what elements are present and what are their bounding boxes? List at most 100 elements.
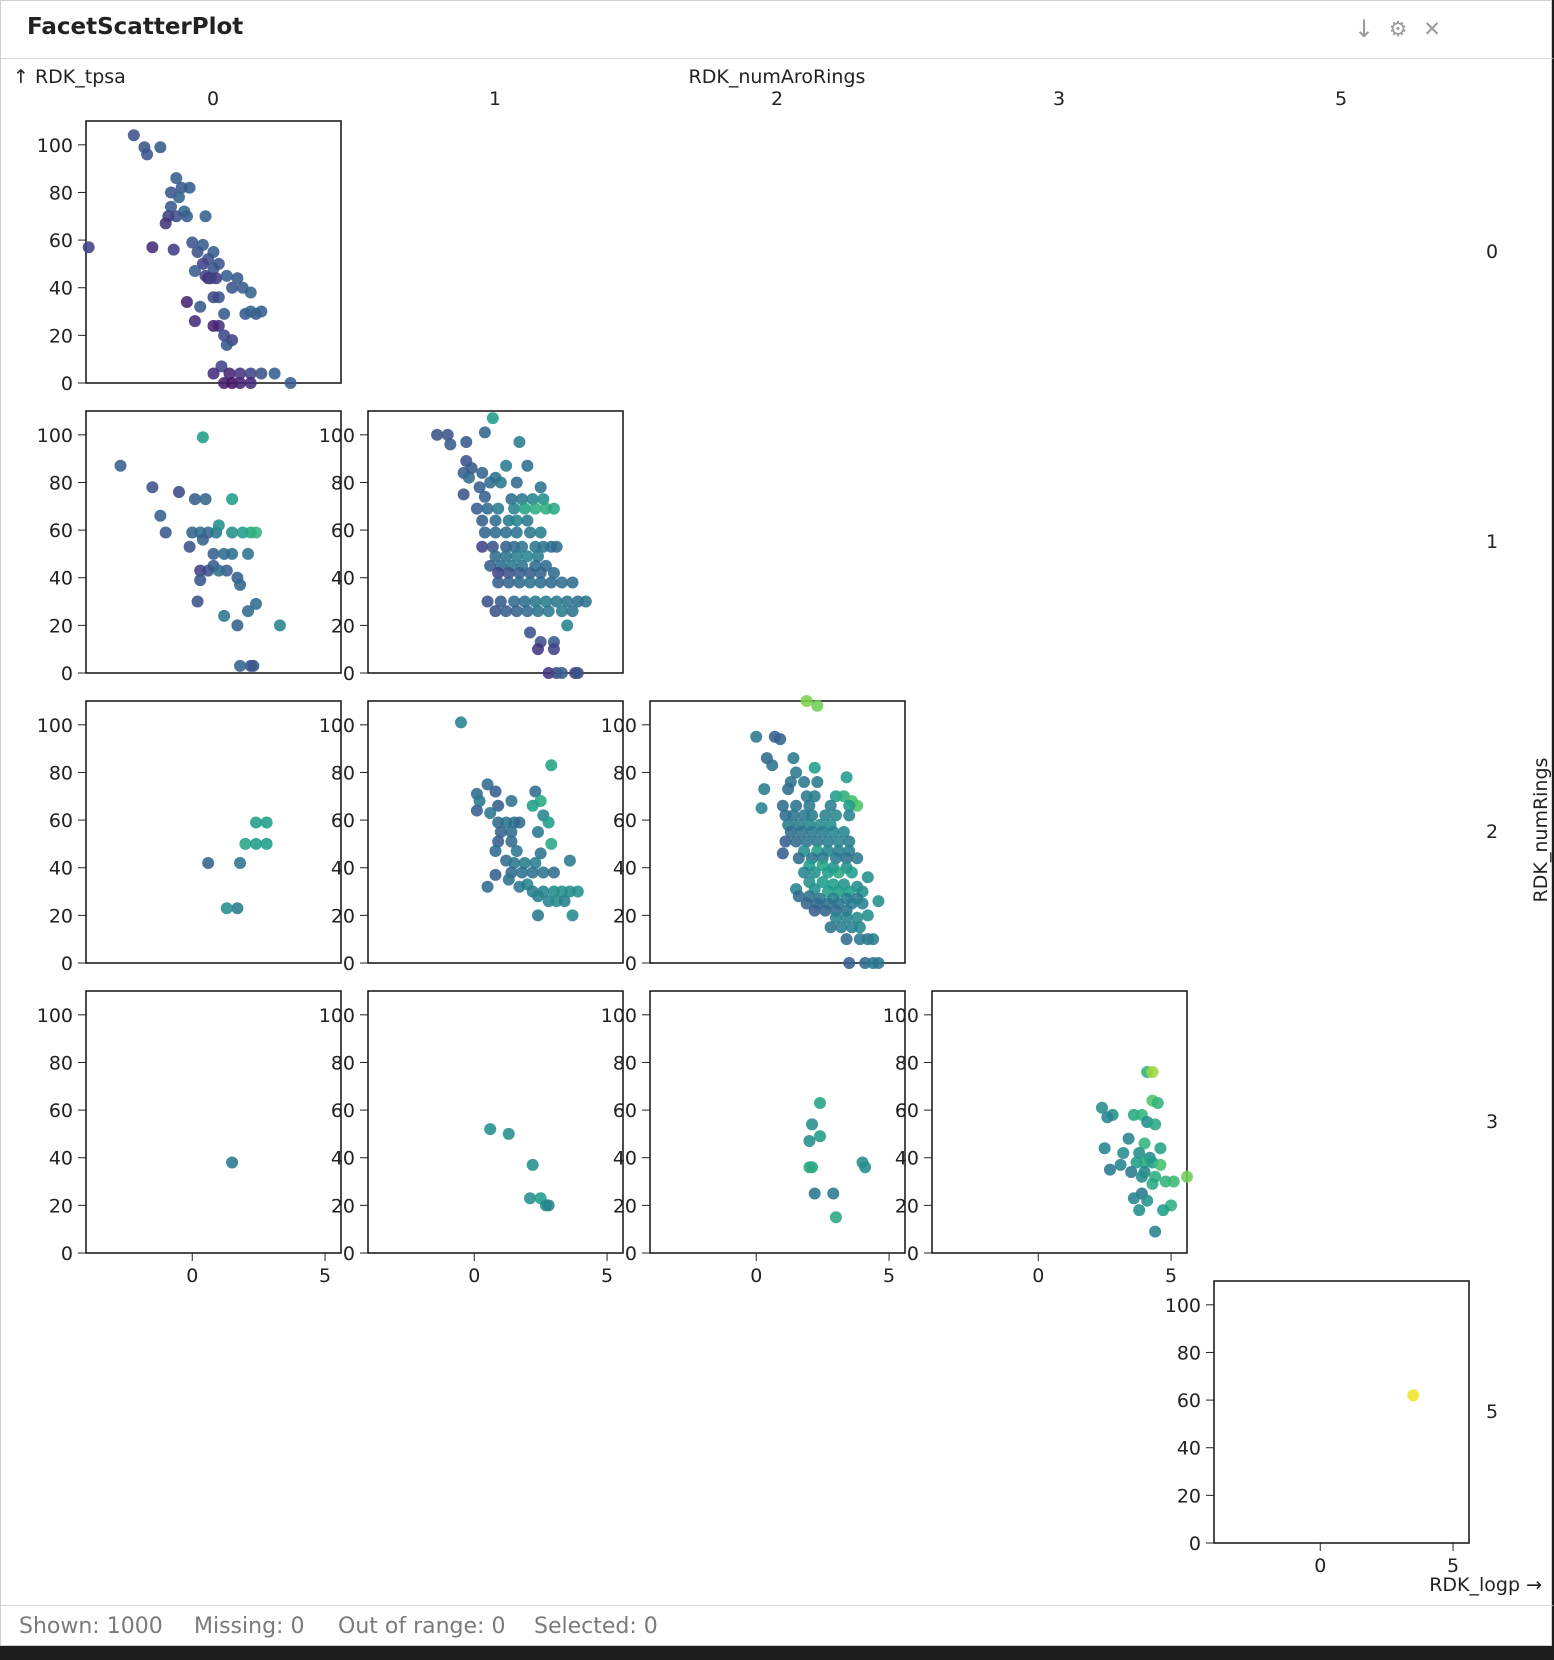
data-point bbox=[851, 852, 864, 865]
data-point bbox=[532, 890, 544, 903]
data-point bbox=[234, 377, 247, 389]
y-tick-label: 100 bbox=[319, 1005, 355, 1027]
data-point bbox=[1127, 1192, 1140, 1205]
data-point bbox=[470, 804, 483, 817]
data-point bbox=[755, 802, 768, 815]
data-point bbox=[1138, 1137, 1151, 1150]
y-tick-label: 60 bbox=[895, 1100, 919, 1122]
data-point bbox=[806, 809, 819, 822]
facet-points bbox=[82, 129, 297, 389]
data-point bbox=[188, 315, 201, 328]
data-point bbox=[492, 566, 505, 579]
data-point bbox=[800, 695, 813, 707]
data-point bbox=[829, 1211, 842, 1224]
data-point bbox=[196, 431, 209, 444]
x-tick-label: 5 bbox=[601, 1265, 613, 1287]
y-tick-label: 60 bbox=[49, 520, 73, 542]
close-icon[interactable]: ✕ bbox=[1415, 11, 1449, 47]
facet-points bbox=[202, 816, 273, 915]
data-point bbox=[489, 785, 502, 798]
column-facet-field-label: RDK_numAroRings bbox=[689, 66, 866, 88]
data-point bbox=[790, 835, 803, 848]
data-point bbox=[242, 547, 255, 560]
y-tick-label: 0 bbox=[61, 373, 73, 395]
facet-panel: 0 20 40 60 80 100 bbox=[319, 700, 624, 975]
data-point bbox=[843, 835, 856, 848]
y-tick-label: 60 bbox=[331, 520, 355, 542]
data-point bbox=[845, 866, 858, 879]
y-tick-label: 40 bbox=[49, 858, 73, 880]
data-point bbox=[207, 319, 220, 332]
y-tick-label: 100 bbox=[319, 715, 355, 737]
data-point bbox=[183, 540, 196, 553]
data-point bbox=[199, 210, 212, 223]
data-point bbox=[242, 605, 255, 618]
data-point bbox=[234, 659, 247, 672]
facet-scatter-chart[interactable]: ↑ RDK_tpsa RDK_numAroRings RDK_logp → RDK_n… bbox=[1, 60, 1553, 1605]
settings-icon[interactable]: ⚙ bbox=[1381, 11, 1415, 47]
panel-frame bbox=[85, 700, 342, 964]
y-tick-label: 60 bbox=[49, 230, 73, 252]
y-tick-label: 60 bbox=[49, 810, 73, 832]
data-point bbox=[460, 435, 473, 448]
y-tick-label: 100 bbox=[37, 425, 73, 447]
data-point bbox=[872, 957, 885, 969]
data-point bbox=[526, 1158, 539, 1171]
status-missing: Missing: 0 bbox=[194, 1614, 305, 1639]
data-point bbox=[534, 566, 547, 579]
data-point bbox=[837, 826, 850, 838]
y-tick-label: 20 bbox=[49, 1195, 73, 1217]
data-point bbox=[806, 1118, 819, 1131]
y-axis-field-label: ↑ RDK_tpsa bbox=[13, 66, 126, 88]
y-tick-label: 40 bbox=[331, 568, 355, 590]
y-tick-label: 60 bbox=[331, 1100, 355, 1122]
data-point bbox=[808, 1187, 821, 1200]
data-point bbox=[524, 576, 537, 589]
data-point bbox=[776, 847, 789, 860]
data-point bbox=[215, 360, 228, 373]
data-point bbox=[534, 576, 547, 589]
y-tick-label: 0 bbox=[343, 1243, 355, 1265]
data-point bbox=[1157, 1204, 1170, 1217]
data-point bbox=[1133, 1146, 1146, 1159]
data-point bbox=[478, 490, 491, 503]
download-icon[interactable]: ↓ bbox=[1347, 11, 1381, 47]
data-point bbox=[462, 471, 475, 484]
data-point bbox=[532, 643, 544, 656]
data-point bbox=[539, 595, 552, 608]
data-point bbox=[502, 873, 515, 886]
y-tick-label: 80 bbox=[613, 1052, 637, 1074]
data-point bbox=[835, 921, 848, 934]
data-point bbox=[1101, 1111, 1114, 1124]
facet-points bbox=[803, 1096, 872, 1224]
column-facet-label: 0 bbox=[207, 88, 219, 110]
y-tick-label: 40 bbox=[49, 568, 73, 590]
data-point bbox=[1151, 1096, 1164, 1109]
data-point bbox=[800, 897, 813, 910]
data-point bbox=[510, 845, 523, 858]
data-point bbox=[250, 816, 262, 829]
y-tick-label: 20 bbox=[331, 1195, 355, 1217]
data-point bbox=[159, 217, 172, 230]
data-point bbox=[220, 902, 233, 915]
y-tick-label: 60 bbox=[331, 810, 355, 832]
data-point bbox=[758, 783, 771, 796]
title-bar: FacetScatterPlot ↓ ⚙ ✕ bbox=[1, 1, 1553, 59]
data-point bbox=[1135, 1170, 1148, 1183]
y-tick-label: 0 bbox=[343, 953, 355, 975]
window-title: FacetScatterPlot bbox=[27, 14, 244, 40]
y-tick-label: 80 bbox=[49, 1052, 73, 1074]
facet-points bbox=[1407, 1389, 1420, 1402]
data-point bbox=[183, 181, 196, 194]
data-point bbox=[563, 854, 576, 867]
data-point bbox=[1114, 1158, 1127, 1171]
facet-points bbox=[114, 431, 286, 672]
y-tick-label: 20 bbox=[613, 1195, 637, 1217]
data-point bbox=[268, 367, 281, 380]
data-point bbox=[476, 540, 489, 553]
y-tick-label: 80 bbox=[1177, 1342, 1201, 1364]
data-point bbox=[779, 835, 792, 848]
data-point bbox=[811, 699, 824, 712]
